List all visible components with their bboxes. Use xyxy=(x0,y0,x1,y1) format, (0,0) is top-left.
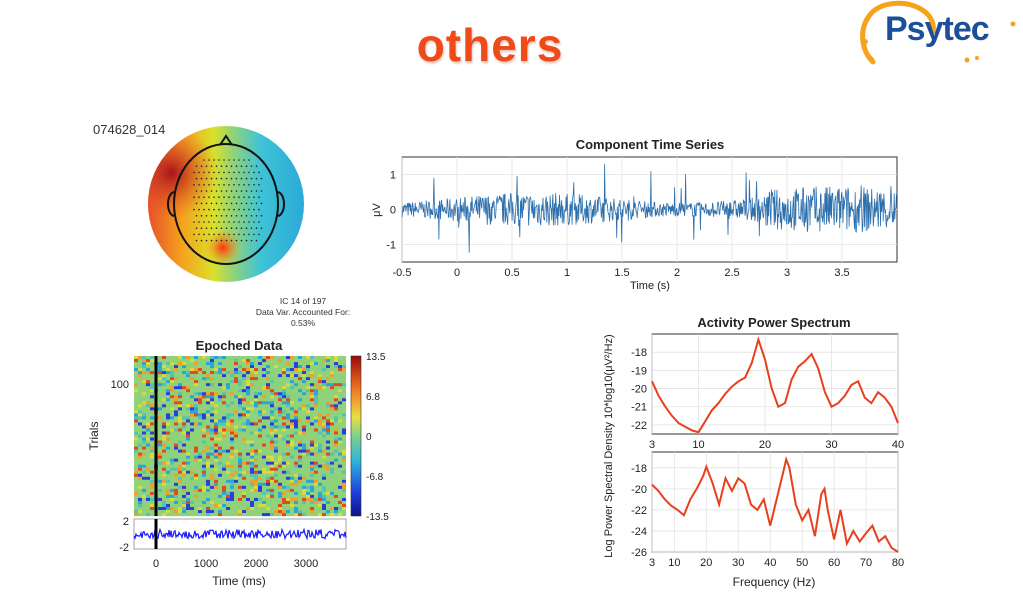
spectrum-top-xtick: 20 xyxy=(759,439,771,451)
time-series-ytick: -1 xyxy=(386,240,396,252)
colorbar xyxy=(350,355,362,517)
epoched-xlabel: Time (ms) xyxy=(212,574,266,588)
spectrum-bottom-xtick: 30 xyxy=(732,557,744,569)
spectrum-bottom-ytick: -18 xyxy=(631,463,647,475)
epoched-ylabel: Trials xyxy=(87,422,101,451)
spectrum-xlabel: Frequency (Hz) xyxy=(733,575,816,589)
epoched-xtick: 0 xyxy=(153,558,159,570)
time-series-ytick: 1 xyxy=(390,170,396,182)
spectrum-bottom-xtick: 80 xyxy=(892,557,904,569)
spectrum-bottom-ytick: -24 xyxy=(631,526,647,538)
time-series-xtick: 1.5 xyxy=(614,267,629,279)
time-series-xlabel: Time (s) xyxy=(630,280,670,292)
spectrum-top-xtick: 10 xyxy=(692,439,704,451)
spectrum-bottom-xtick: 50 xyxy=(796,557,808,569)
epoched-xtick: 2000 xyxy=(244,558,268,570)
epoched-ytick: 100 xyxy=(111,379,129,391)
spectrum-bottom-trace xyxy=(651,455,899,553)
spectrum-top-plot-area xyxy=(651,333,899,435)
time-series-xtick: -0.5 xyxy=(393,267,412,279)
spectrum-top-ytick: -22 xyxy=(631,420,647,432)
power-spectrum-title: Activity Power Spectrum xyxy=(697,315,850,330)
spectrum-bottom-ytick: -20 xyxy=(631,484,647,496)
colorbar-tick: -6.8 xyxy=(366,472,384,483)
spectrum-bottom-xtick: 70 xyxy=(860,557,872,569)
colorbar-tick: 6.8 xyxy=(366,392,380,403)
spectrum-bottom-ytick: -22 xyxy=(631,505,647,517)
slide-title: others xyxy=(416,19,564,71)
time-series-xtick: 1 xyxy=(564,267,570,279)
time-series-xtick: 2.5 xyxy=(724,267,739,279)
spectrum-top-ytick: -20 xyxy=(631,384,647,396)
spectrum-ylabel: Log Power Spectral Density 10*log10(μV²/… xyxy=(603,334,615,557)
erp-ytick: 2 xyxy=(123,516,129,528)
time-series-xtick: 3.5 xyxy=(834,267,849,279)
spectrum-bottom-xtick: 3 xyxy=(649,557,655,569)
spectrum-bottom-xtick: 20 xyxy=(700,557,712,569)
epoched-xtick: 3000 xyxy=(294,558,318,570)
time-series-xtick: 3 xyxy=(784,267,790,279)
head-silhouette-icon xyxy=(860,0,1016,65)
erp-ytick: -2 xyxy=(119,542,129,554)
scalp-topomap xyxy=(148,126,304,282)
colorbar-tick: 0 xyxy=(366,432,372,443)
logo-text: Psytec xyxy=(885,10,990,48)
colorbar-tick: 13.5 xyxy=(366,352,386,363)
time-series-ylabel: μV xyxy=(371,203,383,217)
epoched-title: Epoched Data xyxy=(196,338,283,353)
time-series-trace xyxy=(401,163,898,253)
variance-label: Data Var. Accounted For: xyxy=(255,307,351,317)
erp-trace xyxy=(133,527,347,541)
spectrum-bottom-xtick: 10 xyxy=(668,557,680,569)
spectrum-top-xtick: 3 xyxy=(649,439,655,451)
ic-number: IC 14 of 197 xyxy=(279,296,327,306)
spectrum-top-xtick: 30 xyxy=(825,439,837,451)
time-series-xtick: 2 xyxy=(674,267,680,279)
time-series-xtick: 0.5 xyxy=(504,267,519,279)
colorbar-tick: -13.5 xyxy=(366,512,389,523)
spectrum-bottom-xtick: 60 xyxy=(828,557,840,569)
spectrum-bottom-ytick: -26 xyxy=(631,547,647,559)
spectrum-top-ytick: -19 xyxy=(631,365,647,377)
psytec-logo: Psytec xyxy=(853,0,1023,70)
time-series-ytick: 0 xyxy=(390,205,396,217)
variance-value: 0.53% xyxy=(290,318,316,328)
time-series-title: Component Time Series xyxy=(576,137,725,152)
epoched-data-chart: Epoched Data 100 2 -2 0 1000 2000 3000 Trials… xyxy=(87,338,389,588)
spectrum-top-ytick: -18 xyxy=(631,347,647,359)
component-info: IC 14 of 197 Data Var. Accounted For: 0.… xyxy=(228,296,378,329)
spectrum-bottom-xtick: 40 xyxy=(764,557,776,569)
epoched-xtick: 1000 xyxy=(194,558,218,570)
spectrum-top-ytick: -21 xyxy=(631,402,647,414)
time-series-xtick: 0 xyxy=(454,267,460,279)
time-series-chart: Component Time Series -0.5 0 0.5 1 1.5 2 2.5 3 3… xyxy=(371,137,898,292)
power-spectrum-chart: Activity Power Spectrum 3 10 20 30 40 -18 -19… xyxy=(603,315,904,589)
spectrum-top-trace xyxy=(651,336,899,434)
component-id: 074628_014 xyxy=(93,122,166,137)
spectrum-top-xtick: 40 xyxy=(892,439,904,451)
